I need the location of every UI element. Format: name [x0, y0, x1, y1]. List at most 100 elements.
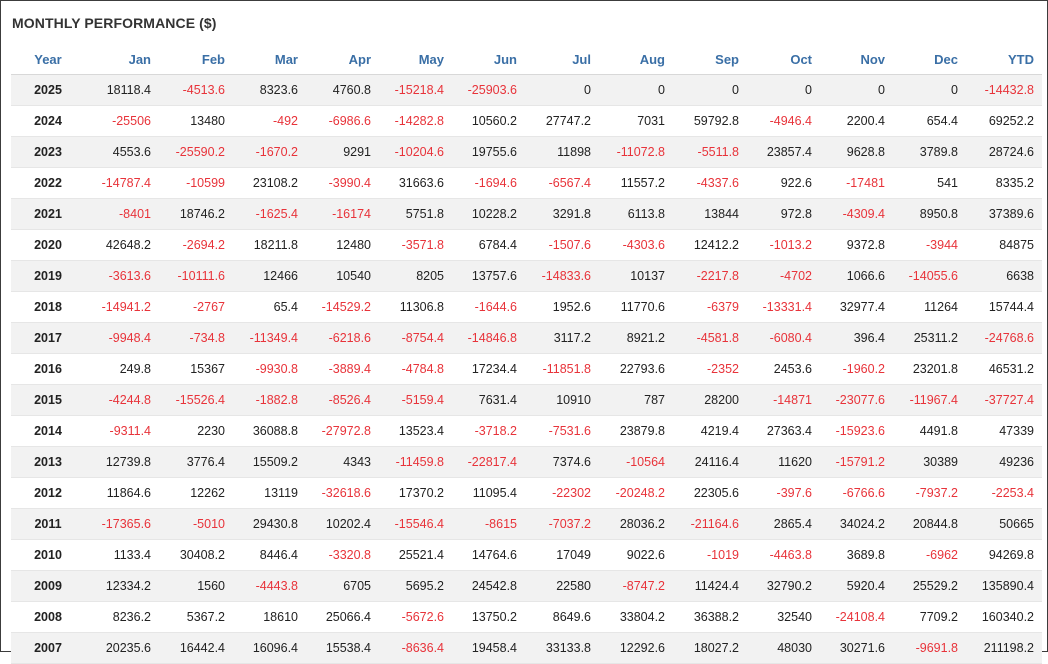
value-cell: 11620 — [747, 446, 820, 478]
value-cell: -14529.2 — [306, 291, 379, 323]
value-cell: 2865.4 — [747, 508, 820, 540]
value-cell: -3944 — [893, 229, 966, 261]
value-cell: 6784.4 — [452, 229, 525, 261]
value-cell: -24108.4 — [820, 601, 893, 633]
year-cell: 2011 — [11, 508, 85, 540]
value-cell: 1133.4 — [85, 539, 159, 571]
value-cell: -9691.8 — [893, 632, 966, 664]
value-cell: -14941.2 — [85, 291, 159, 323]
value-cell: 3776.4 — [159, 446, 233, 478]
value-cell: 11557.2 — [599, 167, 673, 199]
value-cell: -1019 — [673, 539, 747, 571]
column-header-dec: Dec — [893, 44, 966, 75]
table-row: 2014 -9311.4 2230 36088.8 -27972.8 13523.4 -37… — [11, 415, 1042, 447]
year-cell: 2022 — [11, 167, 85, 199]
value-cell: 9372.8 — [820, 229, 893, 261]
year-cell: 2009 — [11, 570, 85, 602]
table-row: 2024 -25506 13480 -492 -6986.6 -14282.8 10560.… — [11, 105, 1042, 137]
value-cell: 8205 — [379, 260, 452, 292]
value-cell: 48030 — [747, 632, 820, 664]
value-cell: 4343 — [306, 446, 379, 478]
column-header-year: Year — [11, 44, 85, 75]
table-row: 2021 -8401 18746.2 -1625.4 -16174 5751.8 10228… — [11, 198, 1042, 230]
value-cell: 12334.2 — [85, 570, 159, 602]
value-cell: 12262 — [159, 477, 233, 509]
value-cell: 47339 — [966, 415, 1042, 447]
value-cell: 19755.6 — [452, 136, 525, 168]
value-cell: 13844 — [673, 198, 747, 230]
value-cell: 8649.6 — [525, 601, 599, 633]
value-cell: -17365.6 — [85, 508, 159, 540]
value-cell: 10228.2 — [452, 198, 525, 230]
value-cell: 32977.4 — [820, 291, 893, 323]
value-cell: 11095.4 — [452, 477, 525, 509]
value-cell: 69252.2 — [966, 105, 1042, 137]
value-cell: -11349.4 — [233, 322, 306, 354]
value-cell: 84875 — [966, 229, 1042, 261]
value-cell: 65.4 — [233, 291, 306, 323]
table-row: 2010 1133.4 30408.2 8446.4 -3320.8 25521.4 147… — [11, 539, 1042, 571]
value-cell: -1694.6 — [452, 167, 525, 199]
value-cell: -10564 — [599, 446, 673, 478]
value-cell: -25506 — [85, 105, 159, 137]
table-row: 2018 -14941.2 -2767 65.4 -14529.2 11306.8 -164… — [11, 291, 1042, 323]
value-cell: 6705 — [306, 570, 379, 602]
value-cell: 12480 — [306, 229, 379, 261]
value-cell: 8323.6 — [233, 74, 306, 106]
value-cell: 25521.4 — [379, 539, 452, 571]
value-cell: -4581.8 — [673, 322, 747, 354]
year-cell: 2020 — [11, 229, 85, 261]
value-cell: -3889.4 — [306, 353, 379, 385]
table-row: 2008 8236.2 5367.2 18610 25066.4 -5672.6 13750… — [11, 601, 1042, 633]
value-cell: -8615 — [452, 508, 525, 540]
value-cell: -6379 — [673, 291, 747, 323]
value-cell: 22793.6 — [599, 353, 673, 385]
value-cell: -4463.8 — [747, 539, 820, 571]
column-header-ytd: YTD — [966, 44, 1042, 75]
value-cell: 32790.2 — [747, 570, 820, 602]
value-cell: 0 — [525, 74, 599, 106]
value-cell: -2352 — [673, 353, 747, 385]
value-cell: 25311.2 — [893, 322, 966, 354]
value-cell: 6113.8 — [599, 198, 673, 230]
value-cell: -24768.6 — [966, 322, 1042, 354]
value-cell: -27972.8 — [306, 415, 379, 447]
value-cell: -6567.4 — [525, 167, 599, 199]
value-cell: 36388.2 — [673, 601, 747, 633]
value-cell: -2253.4 — [966, 477, 1042, 509]
value-cell: 22305.6 — [673, 477, 747, 509]
value-cell: 11306.8 — [379, 291, 452, 323]
value-cell: -1507.6 — [525, 229, 599, 261]
value-cell: 18118.4 — [85, 74, 159, 106]
value-cell: 0 — [747, 74, 820, 106]
value-cell: 7709.2 — [893, 601, 966, 633]
value-cell: -20248.2 — [599, 477, 673, 509]
value-cell: 211198.2 — [966, 632, 1042, 664]
value-cell: -14871 — [747, 384, 820, 416]
value-cell: -6986.6 — [306, 105, 379, 137]
value-cell: 9628.8 — [820, 136, 893, 168]
value-cell: 15509.2 — [233, 446, 306, 478]
value-cell: 11424.4 — [673, 570, 747, 602]
value-cell: 29430.8 — [233, 508, 306, 540]
value-cell: -4513.6 — [159, 74, 233, 106]
value-cell: 15744.4 — [966, 291, 1042, 323]
value-cell: -11967.4 — [893, 384, 966, 416]
value-cell: 3291.8 — [525, 198, 599, 230]
value-cell: -3990.4 — [306, 167, 379, 199]
value-cell: 8950.8 — [893, 198, 966, 230]
value-cell: 4760.8 — [306, 74, 379, 106]
value-cell: 13757.6 — [452, 260, 525, 292]
monthly-performance-table: Year Jan Feb Mar Apr May Jun Jul Aug Sep Oct Nov Dec… — [11, 44, 1042, 664]
value-cell: 5920.4 — [820, 570, 893, 602]
value-cell: 11864.6 — [85, 477, 159, 509]
value-cell: -14833.6 — [525, 260, 599, 292]
value-cell: -8636.4 — [379, 632, 452, 664]
value-cell: -8401 — [85, 198, 159, 230]
value-cell: -5010 — [159, 508, 233, 540]
value-cell: 654.4 — [893, 105, 966, 137]
value-cell: 5751.8 — [379, 198, 452, 230]
value-cell: -397.6 — [747, 477, 820, 509]
table-body: 2025 18118.4 -4513.6 8323.6 4760.8 -15218.4 -2… — [11, 74, 1042, 664]
year-cell: 2023 — [11, 136, 85, 168]
